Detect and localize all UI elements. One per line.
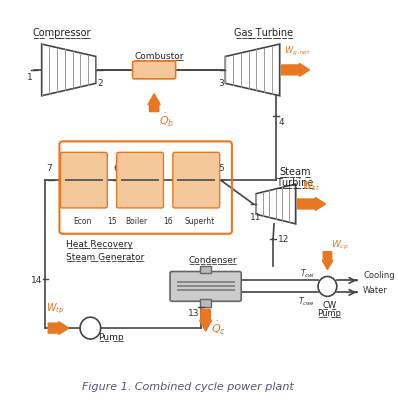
Text: T̲u̲r̲b̲i̲n̲e̲: T̲u̲r̲b̲i̲n̲e̲: [276, 177, 313, 188]
Text: 6: 6: [114, 164, 119, 173]
FancyArrow shape: [281, 64, 310, 77]
Text: 16: 16: [164, 216, 173, 225]
Text: 2: 2: [97, 79, 103, 88]
Text: 14: 14: [31, 275, 43, 284]
Text: 7: 7: [46, 164, 52, 173]
Text: Figure 1. Combined cycle power plant: Figure 1. Combined cycle power plant: [82, 381, 294, 391]
FancyBboxPatch shape: [200, 300, 211, 308]
FancyBboxPatch shape: [60, 153, 107, 209]
Polygon shape: [42, 45, 96, 97]
Text: $W_{cp}$: $W_{cp}$: [331, 238, 349, 251]
FancyBboxPatch shape: [170, 272, 241, 302]
FancyBboxPatch shape: [200, 266, 211, 274]
Text: 1: 1: [27, 73, 32, 82]
Circle shape: [80, 318, 101, 339]
Text: $W_{st}$: $W_{st}$: [302, 179, 320, 192]
Text: $W_{g,net}$: $W_{g,net}$: [284, 45, 311, 58]
Text: C̲o̲m̲p̲r̲e̲s̲s̲o̲r̲: C̲o̲m̲p̲r̲e̲s̲s̲o̲r̲: [32, 27, 91, 38]
Text: S̲t̲e̲a̲m̲: S̲t̲e̲a̲m̲: [279, 166, 310, 177]
Text: C̲W̲: C̲W̲: [322, 300, 336, 308]
Text: Superht: Superht: [185, 216, 215, 225]
FancyBboxPatch shape: [117, 153, 164, 209]
Text: 15: 15: [107, 216, 117, 225]
Text: 12: 12: [278, 235, 289, 244]
Text: Boiler: Boiler: [125, 216, 147, 225]
Text: C̲o̲m̲b̲u̲s̲t̲o̲r̲: C̲o̲m̲b̲u̲s̲t̲o̲r̲: [134, 51, 183, 60]
Text: Water: Water: [363, 286, 388, 295]
FancyBboxPatch shape: [133, 62, 176, 80]
Text: $W_{tp}$: $W_{tp}$: [46, 301, 64, 316]
Text: $T_{cwi}$: $T_{cwi}$: [300, 267, 315, 280]
Text: 5: 5: [219, 164, 224, 173]
Text: 13: 13: [188, 308, 199, 318]
FancyArrow shape: [322, 252, 333, 270]
FancyBboxPatch shape: [173, 153, 220, 209]
Text: 11: 11: [250, 213, 261, 221]
Text: C̲o̲n̲d̲e̲n̲s̲e̲r̲: C̲o̲n̲d̲e̲n̲s̲e̲r̲: [189, 255, 238, 264]
FancyArrow shape: [48, 322, 69, 335]
Text: $T_{cwe}$: $T_{cwe}$: [298, 295, 315, 307]
Polygon shape: [225, 45, 280, 97]
FancyArrow shape: [297, 198, 326, 211]
Text: H̲e̲a̲t̲ ̲R̲e̲c̲o̲v̲e̲r̲y̲: H̲e̲a̲t̲ ̲R̲e̲c̲o̲v̲e̲r̲y̲: [66, 239, 133, 248]
FancyArrow shape: [148, 95, 160, 112]
Text: P̲u̲m̲p̲: P̲u̲m̲p̲: [317, 308, 341, 318]
Text: $\dot{Q}_c$: $\dot{Q}_c$: [211, 319, 226, 336]
Text: 3: 3: [219, 79, 224, 88]
Text: Cooling: Cooling: [363, 271, 395, 280]
Polygon shape: [256, 184, 296, 224]
FancyArrow shape: [199, 310, 212, 331]
Text: $\dot{Q}_b$: $\dot{Q}_b$: [159, 112, 174, 129]
Text: G̲a̲s̲ ̲T̲u̲r̲b̲i̲n̲e̲: G̲a̲s̲ ̲T̲u̲r̲b̲i̲n̲e̲: [234, 27, 293, 38]
Circle shape: [318, 277, 337, 297]
Text: P̲u̲m̲p̲: P̲u̲m̲p̲: [98, 332, 124, 341]
Text: Econ: Econ: [73, 216, 91, 225]
Text: 4: 4: [279, 117, 284, 126]
Text: S̲t̲e̲a̲m̲ ̲G̲e̲n̲e̲r̲a̲t̲o̲r̲: S̲t̲e̲a̲m̲ ̲G̲e̲n̲e̲r̲a̲t̲o̲r̲: [66, 251, 144, 260]
